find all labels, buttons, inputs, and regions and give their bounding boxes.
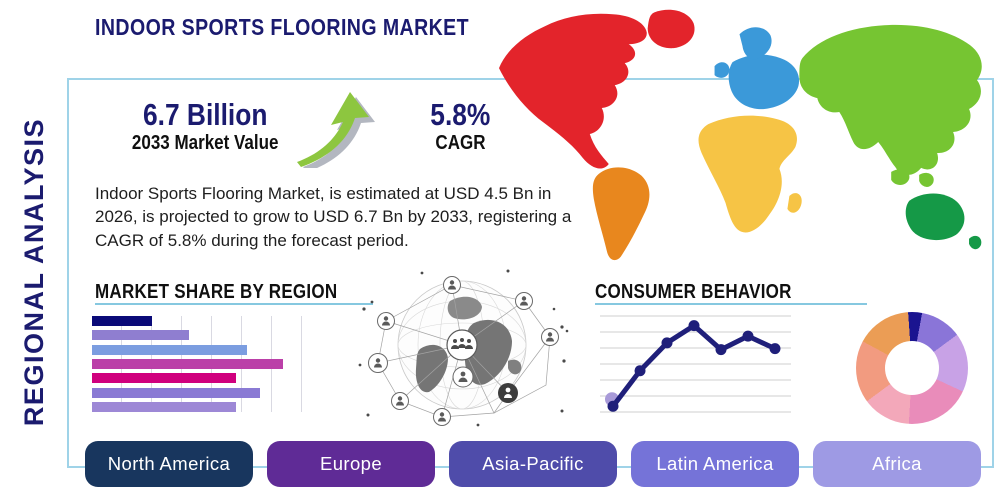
line-point-4 [716, 344, 727, 355]
donut-hole [885, 341, 939, 395]
market-share-bar-4 [92, 373, 236, 383]
line-point-3 [689, 320, 700, 331]
market-share-bar-1 [92, 330, 189, 340]
market-share-bar-0 [92, 316, 152, 326]
market-share-heading: MARKET SHARE BY REGION [95, 281, 380, 304]
sidebar-vertical-label: REGIONAL ANALYSIS [4, 80, 64, 464]
consumer-behavior-heading: CONSUMER BEHAVIOR [595, 281, 826, 304]
market-share-bar-2 [92, 345, 247, 355]
region-button-north-america[interactable]: North America [85, 441, 253, 487]
region-button-africa[interactable]: Africa [813, 441, 981, 487]
consumer-line-chart [598, 308, 793, 420]
page-title: INDOOR SPORTS FLOORING MARKET [95, 14, 535, 41]
market-share-underline [95, 303, 373, 305]
infographic-canvas: INDOOR SPORTS FLOORING MARKET REGIONAL A… [0, 0, 1000, 500]
globe-network-illustration [358, 264, 570, 432]
market-share-bar-3 [92, 359, 283, 369]
world-map-illustration [493, 4, 992, 266]
growth-arrow-icon [293, 86, 381, 168]
region-button-asia-pacific[interactable]: Asia-Pacific [449, 441, 617, 487]
line-point-6 [770, 343, 781, 354]
line-point-0 [608, 401, 619, 412]
line-point-1 [635, 365, 646, 376]
page-title-text: INDOOR SPORTS FLOORING MARKET [95, 14, 469, 41]
regional-donut-chart [856, 312, 968, 424]
globe-center-node [447, 330, 477, 360]
market-share-bar-chart [92, 316, 307, 412]
market-share-bar-5 [92, 388, 260, 398]
market-share-bar-6 [92, 402, 236, 412]
consumer-behavior-underline [595, 303, 867, 305]
market-value-stat: 6.7 Billion 2033 Market Value [98, 99, 313, 155]
sidebar-vertical-label-text: REGIONAL ANALYSIS [19, 118, 50, 426]
region-button-latin-america[interactable]: Latin America [631, 441, 799, 487]
region-button-europe[interactable]: Europe [267, 441, 435, 487]
globe-dark-node [498, 383, 518, 403]
market-value-number: 6.7 Billion [98, 99, 313, 132]
line-point-2 [662, 337, 673, 348]
market-value-caption: 2033 Market Value [98, 132, 313, 155]
line-point-5 [743, 331, 754, 342]
